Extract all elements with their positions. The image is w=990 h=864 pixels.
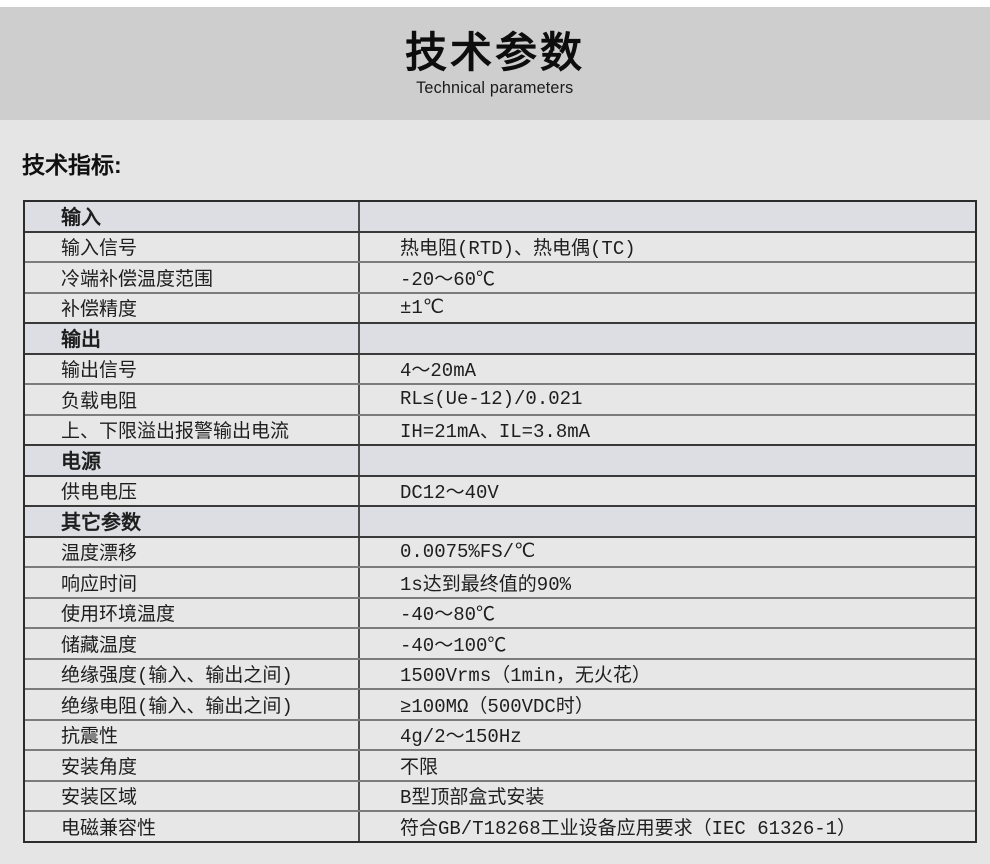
table-row: 其它参数 (25, 505, 975, 536)
row-label-cell: 储藏温度 (25, 629, 360, 658)
row-value-cell (360, 324, 975, 353)
page-title: 技术参数 (404, 28, 585, 76)
table-row: 绝缘电阻(输入、输出之间) ≥100MΩ（500VDC时） (25, 688, 975, 719)
table-row: 补偿精度 ±1℃ (25, 291, 975, 322)
table-row: 温度漂移 0.0075%FS/℃ (25, 535, 975, 566)
row-label-cell: 输出信号 (25, 354, 360, 383)
row-value-cell: 不限 (400, 756, 439, 779)
table-row: 上、下限溢出报警输出电流 IH=21mA、IL=3.8mA (25, 413, 975, 444)
section-heading: 技术指标: (22, 152, 122, 178)
row-label-cell: 输入信号 (25, 232, 360, 261)
row-label-cell: 电源 (25, 446, 360, 475)
table-row: 安装区域 B型顶部盒式安装 (25, 779, 975, 810)
row-label-cell: 输入 (25, 202, 360, 231)
row-value-cell: ≥100MΩ（500VDC时） (400, 695, 594, 718)
table-row: 冷端补偿温度范围 -20～60℃ (25, 261, 975, 292)
row-value-cell: -40～80℃ (400, 604, 496, 627)
row-label-cell: 输出 (25, 324, 360, 353)
table-row: 电源 (25, 444, 975, 475)
row-value-cell: 4g/2～150Hz (400, 726, 522, 749)
row-label-cell: 安装区域 (25, 781, 360, 810)
table-row: 储藏温度 -40～100℃ (25, 627, 975, 658)
spec-table: 输入 输入信号 热电阻(RTD)、热电偶(TC) 冷端补偿温度范围 -20～60… (23, 200, 977, 843)
row-label-cell: 绝缘电阻(输入、输出之间) (25, 690, 360, 719)
row-label-cell: 使用环境温度 (25, 598, 360, 627)
row-label-cell: 抗震性 (25, 720, 360, 749)
table-row: 响应时间 1s达到最终值的90% (25, 566, 975, 597)
table-row: 供电电压 DC12～40V (25, 474, 975, 505)
row-label-cell: 温度漂移 (25, 537, 360, 566)
row-label-cell: 冷端补偿温度范围 (25, 263, 360, 292)
row-value-cell: -20～60℃ (400, 268, 496, 291)
row-label-cell: 安装角度 (25, 751, 360, 780)
table-row: 使用环境温度 -40～80℃ (25, 596, 975, 627)
row-value-cell: -40～100℃ (400, 634, 507, 657)
row-value-cell: 符合GB/T18268工业设备应用要求（IEC 61326-1） (400, 817, 857, 840)
row-label-cell: 绝缘强度(输入、输出之间) (25, 659, 360, 688)
table-row: 负载电阻 RL≤(Ue-12)/0.021 (25, 383, 975, 414)
top-white-strip (0, 0, 990, 7)
table-row: 输入信号 热电阻(RTD)、热电偶(TC) (25, 230, 975, 261)
row-value-cell (360, 507, 975, 536)
row-label-cell: 补偿精度 (25, 293, 360, 322)
title-banner: 技术参数 Technical parameters (0, 7, 990, 120)
row-value-cell: RL≤(Ue-12)/0.021 (400, 388, 583, 411)
row-value-cell: B型顶部盒式安装 (400, 787, 545, 810)
row-value-cell (360, 446, 975, 475)
row-label-cell: 响应时间 (25, 568, 360, 597)
row-value-cell: ±1℃ (400, 297, 445, 320)
row-value-cell (360, 202, 975, 231)
row-label-cell: 上、下限溢出报警输出电流 (25, 415, 360, 444)
table-row: 抗震性 4g/2～150Hz (25, 718, 975, 749)
table-row: 输出 (25, 322, 975, 353)
table-row: 绝缘强度(输入、输出之间) 1500Vrms（1min，无火花） (25, 657, 975, 688)
row-value-cell: 热电阻(RTD)、热电偶(TC) (400, 238, 636, 261)
table-row: 输入 (25, 202, 975, 231)
row-value-cell: 1s达到最终值的90% (400, 573, 572, 596)
row-value-cell: DC12～40V (400, 482, 499, 505)
table-row: 输出信号 4～20mA (25, 352, 975, 383)
row-label-cell: 其它参数 (25, 507, 360, 536)
row-value-cell: IH=21mA、IL=3.8mA (400, 421, 591, 444)
row-label-cell: 电磁兼容性 (25, 812, 360, 841)
row-label-cell: 负载电阻 (25, 385, 360, 414)
table-row: 电磁兼容性 符合GB/T18268工业设备应用要求（IEC 61326-1） (25, 810, 975, 841)
row-value-cell: 0.0075%FS/℃ (400, 541, 536, 564)
table-row: 安装角度 不限 (25, 749, 975, 780)
row-value-cell: 1500Vrms（1min，无火花） (400, 665, 651, 688)
row-label-cell: 供电电压 (25, 476, 360, 505)
page-subtitle: Technical parameters (416, 77, 574, 97)
row-value-cell: 4～20mA (400, 360, 477, 383)
